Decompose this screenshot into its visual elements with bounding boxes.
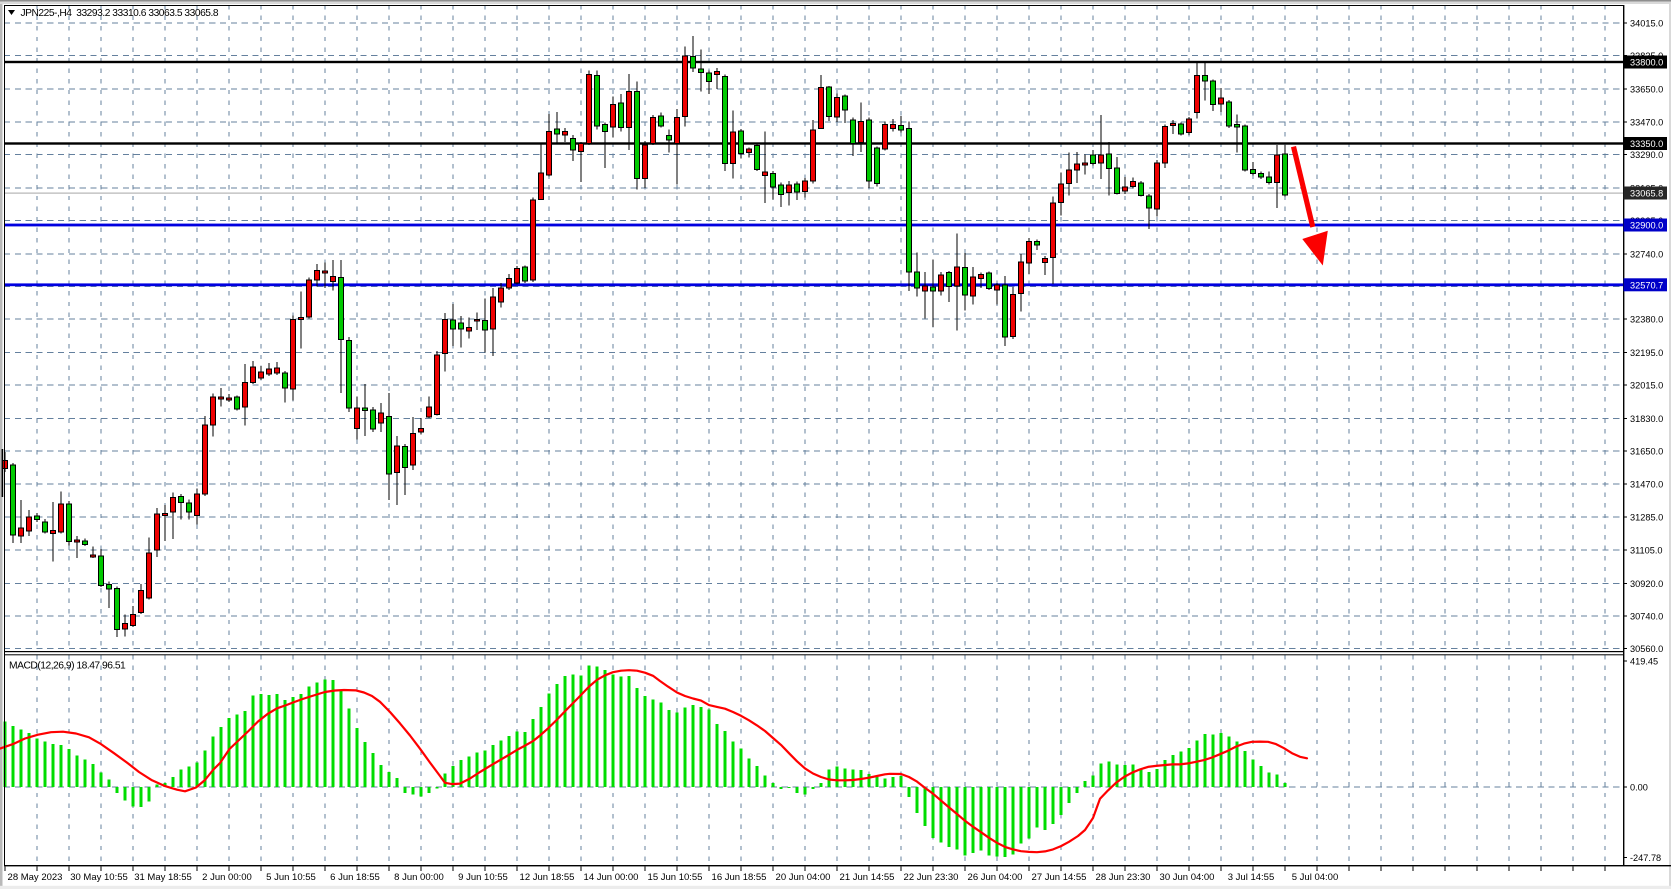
svg-text:32900.0: 32900.0 [1630,221,1663,231]
svg-text:31470.0: 31470.0 [1630,479,1663,489]
svg-text:30920.0: 30920.0 [1630,579,1663,589]
svg-text:0.00: 0.00 [1630,783,1648,793]
svg-text:31 May 18:55: 31 May 18:55 [134,872,192,883]
svg-text:31830.0: 31830.0 [1630,414,1663,424]
svg-text:3 Jul 14:55: 3 Jul 14:55 [1228,872,1274,883]
svg-text:31650.0: 31650.0 [1630,447,1663,457]
svg-text:30740.0: 30740.0 [1630,611,1663,621]
svg-text:6 Jun 18:55: 6 Jun 18:55 [330,872,380,883]
svg-text:MACD(12,26,9) 18.47 96.51: MACD(12,26,9) 18.47 96.51 [9,661,126,672]
svg-text:30 Jun 04:00: 30 Jun 04:00 [1160,872,1215,883]
svg-text:30560.0: 30560.0 [1630,644,1663,654]
svg-text:32740.0: 32740.0 [1630,249,1663,259]
svg-text:33470.0: 33470.0 [1630,117,1663,127]
svg-text:22 Jun 23:30: 22 Jun 23:30 [904,872,959,883]
svg-text:33800.0: 33800.0 [1630,58,1663,68]
svg-text:33350.0: 33350.0 [1630,139,1663,149]
svg-text:15 Jun 10:55: 15 Jun 10:55 [648,872,703,883]
svg-text:5 Jul 04:00: 5 Jul 04:00 [1292,872,1338,883]
svg-text:2 Jun 00:00: 2 Jun 00:00 [202,872,252,883]
svg-text:-247.78: -247.78 [1630,853,1661,863]
svg-text:26 Jun 04:00: 26 Jun 04:00 [968,872,1023,883]
svg-text:31105.0: 31105.0 [1630,545,1663,555]
svg-text:32380.0: 32380.0 [1630,315,1663,325]
svg-text:JPN225-,H4 33293.2 33310.6 33: JPN225-,H4 33293.2 33310.6 33063.5 33065… [21,8,219,19]
svg-text:32015.0: 32015.0 [1630,381,1663,391]
svg-text:12 Jun 18:55: 12 Jun 18:55 [520,872,575,883]
svg-text:5 Jun 10:55: 5 Jun 10:55 [266,872,316,883]
svg-text:16 Jun 18:55: 16 Jun 18:55 [712,872,767,883]
svg-text:33290.0: 33290.0 [1630,150,1663,160]
svg-text:31285.0: 31285.0 [1630,513,1663,523]
svg-text:32195.0: 32195.0 [1630,348,1663,358]
svg-text:21 Jun 14:55: 21 Jun 14:55 [840,872,895,883]
svg-text:20 Jun 04:00: 20 Jun 04:00 [776,872,831,883]
svg-text:28 Jun 23:30: 28 Jun 23:30 [1096,872,1151,883]
svg-text:8 Jun 00:00: 8 Jun 00:00 [394,872,444,883]
svg-text:32570.7: 32570.7 [1630,280,1663,290]
svg-text:419.45: 419.45 [1630,657,1658,667]
svg-text:30 May 10:55: 30 May 10:55 [70,872,128,883]
svg-text:9 Jun 10:55: 9 Jun 10:55 [458,872,508,883]
svg-text:28 May 2023: 28 May 2023 [8,872,63,883]
svg-text:34015.0: 34015.0 [1630,19,1663,29]
svg-text:14 Jun 00:00: 14 Jun 00:00 [584,872,639,883]
svg-text:33650.0: 33650.0 [1630,85,1663,95]
svg-text:33065.8: 33065.8 [1630,189,1663,199]
svg-text:27 Jun 14:55: 27 Jun 14:55 [1032,872,1087,883]
